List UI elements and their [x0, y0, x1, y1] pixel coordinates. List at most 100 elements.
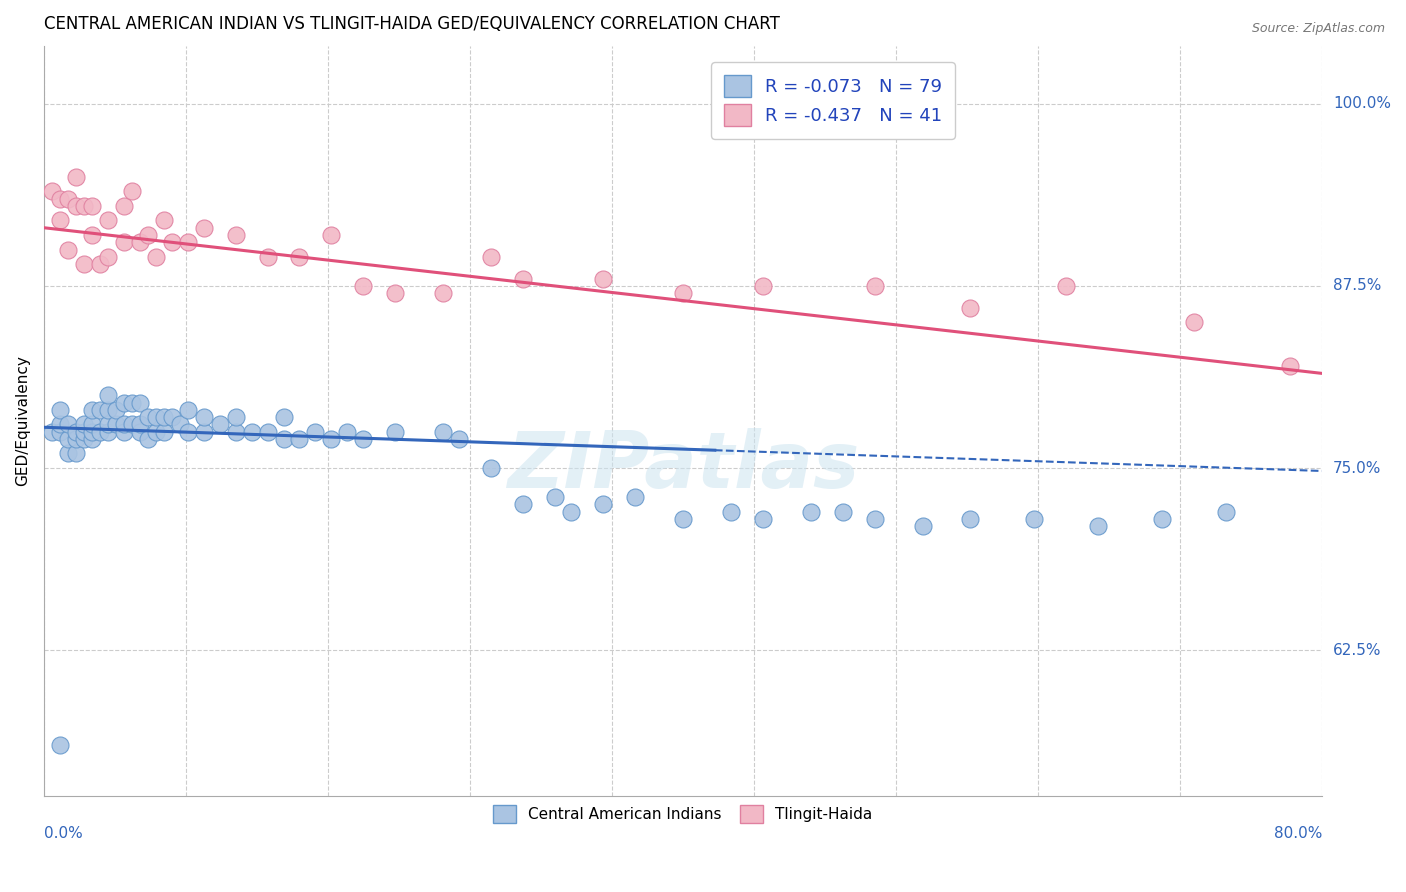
Point — [89, 425, 111, 439]
Point — [384, 425, 406, 439]
Legend: Central American Indians, Tlingit-Haida: Central American Indians, Tlingit-Haida — [486, 798, 879, 830]
Point — [752, 512, 775, 526]
Point — [176, 402, 198, 417]
Point — [288, 432, 311, 446]
Y-axis label: GED/Equivalency: GED/Equivalency — [15, 355, 30, 486]
Point — [152, 213, 174, 227]
Point — [145, 250, 167, 264]
Point — [56, 417, 79, 432]
Point — [225, 425, 247, 439]
Point — [432, 425, 454, 439]
Point — [112, 417, 135, 432]
Point — [544, 490, 567, 504]
Point — [65, 169, 87, 184]
Point — [152, 425, 174, 439]
Point — [56, 446, 79, 460]
Point — [56, 243, 79, 257]
Point — [89, 257, 111, 271]
Point — [80, 417, 103, 432]
Point — [56, 432, 79, 446]
Text: ZIPatlas: ZIPatlas — [506, 428, 859, 504]
Point — [193, 220, 215, 235]
Point — [128, 417, 150, 432]
Text: 87.5%: 87.5% — [1333, 278, 1381, 293]
Point — [65, 425, 87, 439]
Point — [321, 432, 343, 446]
Point — [49, 402, 72, 417]
Point — [104, 417, 127, 432]
Point — [65, 199, 87, 213]
Point — [1054, 279, 1077, 293]
Point — [1024, 512, 1046, 526]
Point — [97, 388, 120, 402]
Point — [384, 286, 406, 301]
Point — [136, 227, 159, 242]
Point — [193, 425, 215, 439]
Point — [73, 257, 96, 271]
Point — [321, 227, 343, 242]
Point — [592, 498, 614, 512]
Point — [959, 512, 981, 526]
Point — [863, 512, 886, 526]
Point — [97, 402, 120, 417]
Point — [624, 490, 647, 504]
Point — [959, 301, 981, 315]
Point — [49, 213, 72, 227]
Point — [800, 505, 823, 519]
Point — [121, 395, 143, 409]
Point — [512, 498, 534, 512]
Point — [449, 432, 471, 446]
Point — [112, 235, 135, 250]
Point — [911, 519, 934, 533]
Text: 62.5%: 62.5% — [1333, 642, 1382, 657]
Point — [672, 512, 695, 526]
Point — [121, 417, 143, 432]
Point — [145, 410, 167, 425]
Point — [73, 432, 96, 446]
Point — [256, 425, 278, 439]
Point — [176, 425, 198, 439]
Point — [112, 199, 135, 213]
Point — [73, 199, 96, 213]
Point — [1182, 315, 1205, 329]
Point — [65, 432, 87, 446]
Point — [80, 402, 103, 417]
Point — [49, 425, 72, 439]
Point — [89, 402, 111, 417]
Point — [80, 425, 103, 439]
Point — [336, 425, 359, 439]
Point — [41, 425, 63, 439]
Point — [176, 235, 198, 250]
Point — [512, 271, 534, 285]
Point — [256, 250, 278, 264]
Point — [225, 410, 247, 425]
Point — [145, 425, 167, 439]
Text: CENTRAL AMERICAN INDIAN VS TLINGIT-HAIDA GED/EQUIVALENCY CORRELATION CHART: CENTRAL AMERICAN INDIAN VS TLINGIT-HAIDA… — [44, 15, 780, 33]
Text: 75.0%: 75.0% — [1333, 460, 1381, 475]
Point — [1215, 505, 1237, 519]
Point — [432, 286, 454, 301]
Point — [752, 279, 775, 293]
Point — [193, 410, 215, 425]
Point — [288, 250, 311, 264]
Point — [152, 410, 174, 425]
Point — [1278, 359, 1301, 373]
Point — [304, 425, 326, 439]
Point — [863, 279, 886, 293]
Point — [273, 432, 295, 446]
Point — [720, 505, 742, 519]
Point — [49, 417, 72, 432]
Text: 100.0%: 100.0% — [1333, 96, 1391, 112]
Point — [831, 505, 853, 519]
Point — [136, 432, 159, 446]
Point — [104, 402, 127, 417]
Point — [128, 425, 150, 439]
Point — [112, 395, 135, 409]
Point — [65, 446, 87, 460]
Point — [479, 250, 502, 264]
Point — [160, 410, 183, 425]
Point — [56, 192, 79, 206]
Point — [97, 213, 120, 227]
Point — [97, 425, 120, 439]
Point — [97, 250, 120, 264]
